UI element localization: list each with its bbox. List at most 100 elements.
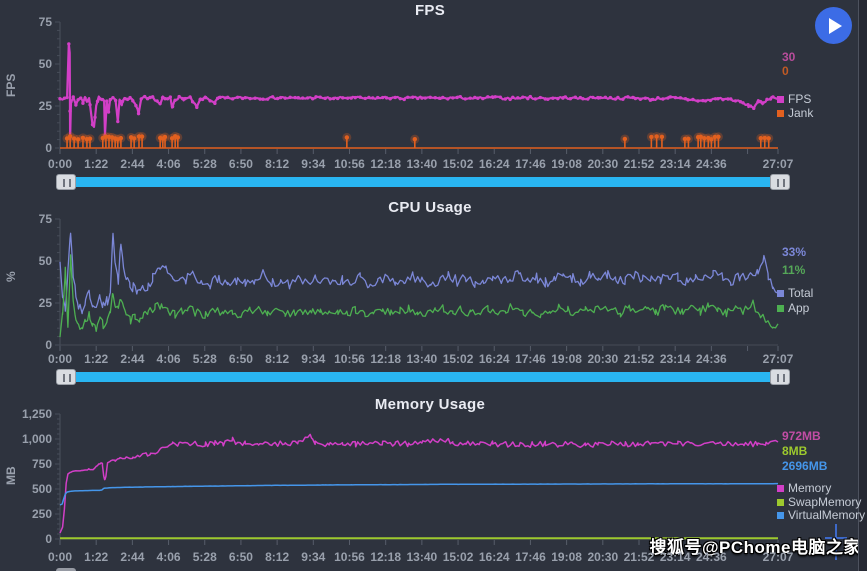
legend-item-jank[interactable]: Jank [777, 107, 813, 120]
play-button[interactable] [815, 7, 852, 44]
fps-y-tick-label: 75 [38, 15, 52, 29]
cpu-usage-current-value: 11% [782, 263, 806, 277]
fps-slider-left-handle[interactable] [56, 174, 76, 190]
cpu-usage-x-tick-label: 12:18 [370, 352, 402, 366]
cpu-y-axis-unit: % [4, 271, 18, 283]
legend-item-memory[interactable]: Memory [777, 482, 831, 495]
memory-usage-current-value: 2696MB [782, 459, 828, 473]
legend-label: Jank [788, 106, 814, 120]
fps-x-tick-label: 1:22 [84, 157, 109, 171]
memory-usage-x-tick-label: 1:22 [84, 550, 109, 564]
fps-current-value: 30 [782, 50, 796, 64]
legend-label: SwapMemory [788, 495, 862, 509]
memory-usage-x-tick-label: 6:50 [228, 550, 253, 564]
fps-y-tick-label: 0 [45, 141, 52, 155]
memory-usage-y-tick-label: 750 [31, 457, 52, 471]
legend-swatch-icon [777, 110, 784, 117]
fps-x-tick-label: 5:28 [192, 157, 217, 171]
cpu-usage-x-tick-label: 17:46 [515, 352, 546, 366]
memory-usage-y-tick-label: 0 [45, 532, 52, 546]
page-scrollbar[interactable] [858, 0, 867, 571]
legend-item-swapmemory[interactable]: SwapMemory [777, 496, 861, 509]
fps-x-tick-label: 10:56 [334, 157, 365, 171]
memory-y-axis-unit: MB [4, 466, 18, 486]
crosshair-horizontal-line [825, 537, 847, 539]
crosshair-vertical-line [835, 524, 837, 560]
memory-usage-x-tick-label: 9:34 [301, 550, 326, 564]
fps-y-tick-label: 25 [38, 99, 52, 113]
memory-usage-x-tick-label: 19:08 [551, 550, 582, 564]
cpu-slider-track[interactable] [56, 372, 790, 382]
watermark-text: 搜狐号@PChome电脑之家 [649, 538, 861, 557]
memory-usage-x-tick-label: 4:06 [156, 550, 181, 564]
fps-x-tick-label: 12:18 [370, 157, 402, 171]
cpu-usage-x-tick-label: 10:56 [334, 352, 365, 366]
legend-label: Total [788, 286, 814, 300]
memory-slider-left-handle-cutoff[interactable] [56, 568, 76, 571]
cpu-slider-right-handle[interactable] [770, 369, 790, 385]
fps-slider-track[interactable] [56, 177, 790, 187]
legend-item-virtualmemory[interactable]: VirtualMemory [777, 509, 865, 522]
memory-usage-x-tick-label: 23:14 [659, 550, 691, 564]
memory-chart-title: Memory Usage [374, 396, 486, 413]
memory-usage-current-value: 8MB [782, 444, 808, 458]
legend-label: VirtualMemory [788, 508, 866, 522]
fps-chart-plot[interactable] [54, 14, 784, 156]
memory-usage-x-tick-label: 5:28 [192, 550, 217, 564]
fps-y-tick-label: 50 [38, 57, 52, 71]
fps-x-tick-label: 24:36 [696, 157, 727, 171]
memory-usage-x-tick-label: 27:07 [762, 550, 794, 564]
fps-x-tick-label: 6:50 [228, 157, 253, 171]
legend-item-total[interactable]: Total [777, 287, 813, 300]
fps-range-slider[interactable] [56, 174, 790, 190]
cpu-usage-x-tick-label: 24:36 [696, 352, 727, 366]
legend-label: FPS [788, 92, 812, 106]
memory-usage-x-tick-label: 15:02 [442, 550, 474, 564]
cpu-usage-x-tick-label: 21:52 [623, 352, 655, 366]
cpu-usage-y-tick-label: 50 [38, 254, 52, 268]
legend-label: App [788, 301, 810, 315]
memory-chart-plot[interactable] [54, 406, 784, 548]
play-icon [829, 17, 842, 34]
fps-x-tick-label: 19:08 [551, 157, 582, 171]
cpu-range-slider[interactable] [56, 369, 790, 385]
cpu-usage-x-tick-label: 6:50 [228, 352, 253, 366]
fps-slider-right-handle[interactable] [770, 174, 790, 190]
cpu-usage-x-tick-label: 8:12 [265, 352, 290, 366]
cpu-chart-plot[interactable] [54, 211, 784, 353]
cpu-usage-x-tick-label: 2:44 [120, 352, 145, 366]
fps-x-tick-label: 8:12 [265, 157, 290, 171]
fps-x-tick-label: 0:00 [47, 157, 73, 171]
legend-swatch-icon [777, 512, 784, 519]
fps-y-axis-unit: FPS [4, 73, 18, 97]
cpu-usage-x-tick-label: 20:30 [587, 352, 619, 366]
legend-item-app[interactable]: App [777, 302, 809, 315]
memory-usage-x-tick-label: 0:00 [47, 550, 73, 564]
cpu-usage-x-tick-label: 15:02 [442, 352, 474, 366]
cpu-usage-x-tick-label: 5:28 [192, 352, 217, 366]
fps-x-tick-label: 15:02 [442, 157, 474, 171]
memory-usage-x-tick-label: 13:40 [406, 550, 438, 564]
cpu-usage-y-tick-label: 0 [45, 338, 52, 352]
memory-usage-y-tick-label: 1,250 [22, 407, 53, 421]
memory-usage-y-tick-label: 1,000 [22, 432, 53, 446]
fps-chart-title: FPS [414, 2, 446, 19]
memory-usage-x-tick-label: 16:24 [478, 550, 510, 564]
legend-label: Memory [788, 481, 832, 495]
legend-swatch-icon [777, 290, 784, 297]
cpu-slider-left-handle[interactable] [56, 369, 76, 385]
cpu-usage-y-tick-label: 75 [38, 212, 52, 226]
fps-x-tick-label: 20:30 [587, 157, 619, 171]
memory-usage-x-tick-label: 8:12 [265, 550, 290, 564]
cpu-usage-x-tick-label: 16:24 [478, 352, 510, 366]
fps-x-tick-label: 13:40 [406, 157, 438, 171]
memory-usage-x-tick-label: 17:46 [515, 550, 546, 564]
cpu-usage-x-tick-label: 1:22 [84, 352, 109, 366]
fps-x-tick-label: 2:44 [120, 157, 145, 171]
memory-usage-x-tick-label: 12:18 [370, 550, 402, 564]
cpu-usage-x-tick-label: 13:40 [406, 352, 438, 366]
fps-x-tick-label: 17:46 [515, 157, 546, 171]
legend-item-fps[interactable]: FPS [777, 93, 811, 106]
memory-usage-current-value: 972MB [782, 429, 821, 443]
fps-x-tick-label: 4:06 [156, 157, 181, 171]
